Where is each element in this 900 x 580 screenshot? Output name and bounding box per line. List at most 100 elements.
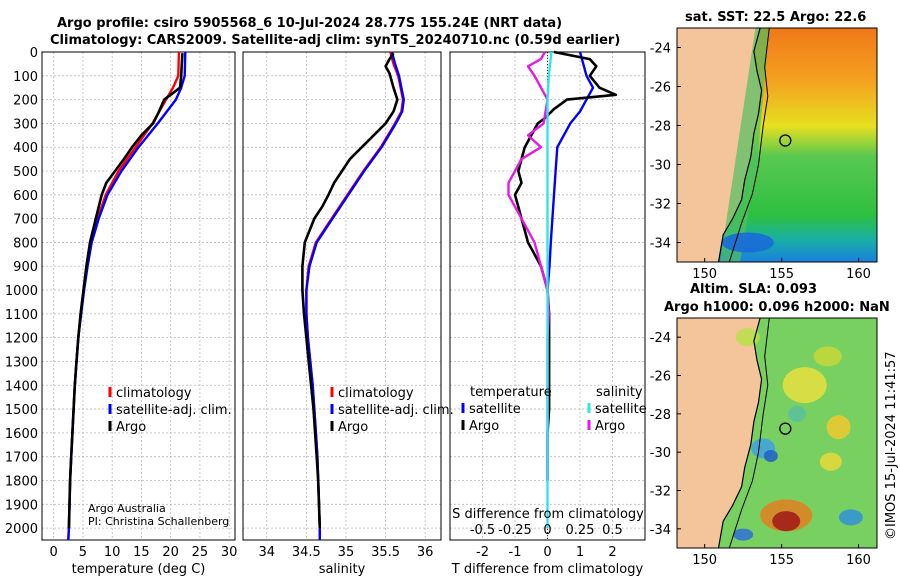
sal-argo-line [301, 52, 399, 529]
tdiff-satellite-line [546, 51, 595, 291]
temp-satellite-line [67, 51, 187, 541]
sdiff-legend-label: satellite [595, 402, 647, 417]
x-tick-label: 20 [162, 545, 179, 560]
y-tick-label: 400 [13, 141, 38, 156]
map-lat-label: -24 [650, 331, 671, 346]
sla-ocean [718, 318, 877, 548]
temp-argo-line [67, 53, 184, 529]
y-tick-label: 1000 [5, 284, 38, 299]
sla-map-title-line1: Altim. SLA: 0.093 [690, 282, 817, 297]
y-tick-label: 1500 [5, 403, 38, 418]
sal-legend-label: satellite-adj. clim. [338, 403, 454, 418]
sst-shelf [720, 28, 770, 262]
sla-argo-marker [779, 422, 792, 435]
x2-tick-label: 0 [543, 523, 551, 538]
y-tick-label: 500 [13, 165, 38, 180]
sal-legend-label: climatology [338, 386, 414, 401]
y-tick-label: 800 [13, 236, 38, 251]
y-tick-label: 600 [13, 189, 38, 204]
note-line-1: Argo Australia [88, 502, 166, 515]
sla-anomaly-blob [819, 452, 842, 471]
sla-anomaly-blob [763, 450, 778, 462]
y-tick-label: 1200 [5, 332, 38, 347]
sla-anomaly-blob [772, 511, 801, 532]
sst-isobath [728, 27, 770, 263]
sst-map-title: sat. SST: 22.5 Argo: 22.6 [685, 10, 867, 25]
map-lon-label: 155 [769, 267, 794, 282]
map-lat-label: -32 [650, 485, 671, 500]
plot-frame [41, 51, 236, 541]
tdiff-argo-line [513, 50, 618, 481]
map-lat-label: -28 [650, 120, 671, 135]
x-tick-label: 0 [543, 545, 551, 560]
x2-tick-label: 0.25 [566, 523, 595, 538]
y-tick-label: 700 [13, 213, 38, 228]
map-lat-label: -28 [650, 408, 671, 423]
figure-title-line2: Climatology: CARS2009. Satellite-adj cli… [50, 33, 621, 48]
x2-axis-label: S difference from climatology [452, 507, 644, 522]
map-lat-label: -34 [650, 237, 671, 252]
sst-ocean [718, 28, 877, 262]
sla-anomaly-blob [813, 346, 842, 367]
x2-tick-label: 0.5 [602, 523, 623, 538]
x-axis-label: temperature (deg C) [72, 562, 206, 577]
sdiff-satellite-line [546, 51, 553, 529]
map-lat-label: -24 [650, 42, 671, 57]
x-tick-label: 30 [221, 545, 238, 560]
y-tick-label: 1100 [5, 308, 38, 323]
x-tick-label: 35.5 [371, 545, 400, 560]
map-lat-label: -30 [650, 159, 671, 174]
x-tick-label: 25 [192, 545, 209, 560]
sal-legend-label: Argo [338, 420, 368, 435]
sla-map [676, 317, 878, 549]
tdiff-legend-label: Argo [469, 419, 499, 434]
sdiff-legend-label: Argo [595, 419, 625, 434]
temp-legend-label: climatology [116, 386, 192, 401]
sla-map-title-line2: Argo h1000: 0.096 h2000: NaN [664, 300, 890, 315]
plot-frame [242, 51, 442, 541]
x-tick-label: -2 [476, 545, 489, 560]
sal-satellite-line [305, 51, 405, 540]
map-lat-label: -30 [650, 446, 671, 461]
sla-anomaly-blob [788, 405, 806, 422]
x2-tick-label: -0.5 [470, 523, 495, 538]
y-tick-label: 2000 [5, 522, 38, 537]
sla-isobath [728, 317, 770, 549]
x-tick-label: 36 [417, 545, 434, 560]
y-tick-label: 1400 [5, 379, 38, 394]
x-tick-label: 34 [258, 545, 275, 560]
map-lat-label: -34 [650, 523, 671, 538]
x-tick-label: -1 [509, 545, 522, 560]
map-lon-label: 155 [769, 553, 794, 568]
sst-cold-patch [721, 232, 774, 253]
y-tick-label: 900 [13, 260, 38, 275]
temp-climatology-line [67, 51, 181, 541]
temp-legend-label: satellite-adj. clim. [116, 403, 232, 418]
map-lon-label: 160 [846, 267, 871, 282]
figure-title-line1: Argo profile: csiro 5905568_6 10-Jul-202… [57, 16, 563, 31]
y-tick-label: 1900 [5, 498, 38, 513]
sla-coastline [717, 317, 763, 549]
x-tick-label: 2 [608, 545, 616, 560]
y-tick-label: 1800 [5, 474, 38, 489]
x-tick-label: 0 [50, 545, 58, 560]
sla-anomaly-blob [826, 415, 851, 440]
y-tick-label: 300 [13, 117, 38, 132]
x-tick-label: 5 [79, 545, 87, 560]
y-tick-label: 0 [30, 46, 38, 61]
map-lat-label: -32 [650, 198, 671, 213]
y-tick-label: 1700 [5, 451, 38, 466]
tdiff-legend-title: temperature [470, 385, 552, 400]
x-tick-label: 10 [104, 545, 121, 560]
x2-tick-label: -0.25 [498, 523, 532, 538]
map-lon-label: 160 [846, 553, 871, 568]
sdiff-legend-title: salinity [596, 385, 643, 400]
y-tick-label: 100 [13, 70, 38, 85]
sla-anomaly-blob [838, 509, 863, 526]
x-tick-label: 35 [338, 545, 355, 560]
y-tick-label: 1300 [5, 355, 38, 370]
sla-anomaly-blob [782, 367, 827, 404]
x-axis-label: salinity [319, 562, 366, 577]
x-axis-label: T difference from climatology [451, 562, 644, 577]
